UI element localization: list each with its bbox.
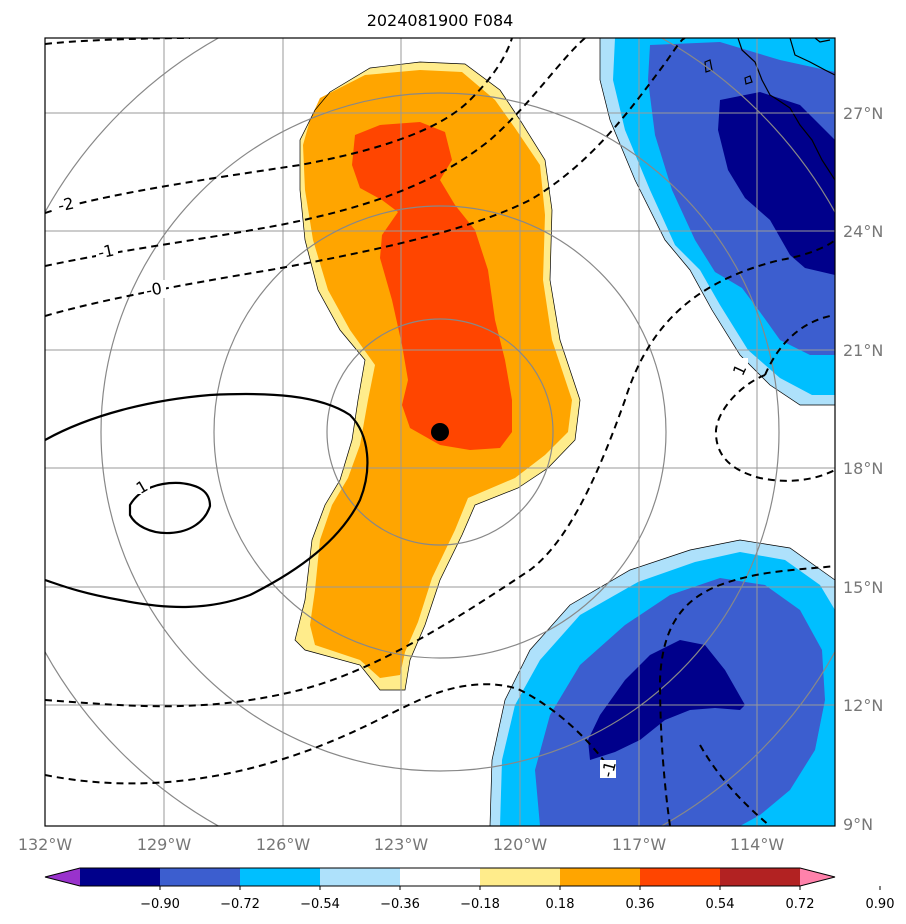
colorbar-segment xyxy=(160,868,241,886)
range-ring-3 xyxy=(100,92,780,772)
anomaly-0.54-fill xyxy=(352,122,512,450)
colorbar-tick-label: 0.72 xyxy=(786,897,815,912)
colorbar-extend-high xyxy=(800,868,835,886)
lat-lon-grid xyxy=(45,38,835,826)
anomaly-neg0.72-se-fill xyxy=(588,640,745,760)
contour-label-neg0: -0 xyxy=(144,279,163,300)
storm-center-marker xyxy=(431,423,449,441)
lat-label-18N: 18°N xyxy=(843,459,883,478)
anomaly-neg0.72-ne-fill xyxy=(718,92,835,275)
lat-label-15N: 15°N xyxy=(843,578,883,597)
colorbar-tick-label: 0.18 xyxy=(546,897,575,912)
colorbar-outline xyxy=(44,867,836,887)
longitude-labels: 132°W 129°W 126°W 123°W 120°W 117°W 114°… xyxy=(18,835,785,854)
range-ring-2 xyxy=(213,205,667,659)
lon-label-129W: 129°W xyxy=(137,835,192,854)
colorbar-tick-label: 0.90 xyxy=(866,897,895,912)
contour-label-bg xyxy=(144,280,166,298)
colorbar-segment xyxy=(80,868,161,886)
colorbar-segment xyxy=(720,868,801,886)
contour-pos1-outer xyxy=(45,392,369,609)
lon-label-132W: 132°W xyxy=(18,835,73,854)
latitude-labels: 27°N 24°N 21°N 18°N 15°N 12°N 9°N xyxy=(843,104,883,834)
colorbar-segment xyxy=(560,868,641,886)
contour-neg1-ring xyxy=(764,314,835,376)
coastline xyxy=(704,38,835,181)
lon-label-126W: 126°W xyxy=(256,835,311,854)
range-rings xyxy=(45,38,835,826)
contour-neg1 xyxy=(45,38,586,267)
lon-label-120W: 120°W xyxy=(493,835,548,854)
figure-title: 2024081900 F084 xyxy=(367,11,514,30)
contour-label-bg xyxy=(732,358,748,376)
gulf-coast xyxy=(814,38,831,43)
contour-neg0 xyxy=(45,38,686,317)
island-outline xyxy=(704,59,713,73)
positive-shading-outline xyxy=(294,61,581,691)
colorbar: −0.90 −0.72 −0.54 −0.36 −0.18 0.18 0.36 0.54 0.7… xyxy=(44,867,895,912)
contour-neg2 xyxy=(45,38,513,214)
colorbar-segment xyxy=(640,868,721,886)
colorbar-tick-label: −0.90 xyxy=(140,897,180,912)
colorbar-tick-label: −0.18 xyxy=(460,897,500,912)
lat-label-27N: 27°N xyxy=(843,104,883,123)
colorbar-tick-label: −0.36 xyxy=(380,897,420,912)
colorbar-tick-label: 0.54 xyxy=(706,897,735,912)
colorbar-segment xyxy=(320,868,401,886)
lon-label-123W: 123°W xyxy=(374,835,429,854)
range-ring-1 xyxy=(326,318,554,546)
contour-label-neg1: -1 xyxy=(96,241,116,263)
contour-neg1-ring-b xyxy=(714,374,835,482)
lat-label-24N: 24°N xyxy=(843,222,883,241)
lon-label-117W: 117°W xyxy=(612,835,667,854)
contour-se-inner-2 xyxy=(699,744,771,826)
colorbar-tick-label: −0.54 xyxy=(300,897,340,912)
contour-label-bg xyxy=(96,242,118,260)
mainland-coastline xyxy=(789,38,835,76)
contour-label-neg2: -2 xyxy=(56,194,76,216)
contour-neg-se2 xyxy=(45,683,606,785)
contour-label-bg xyxy=(55,196,77,214)
lat-label-12N: 12°N xyxy=(843,696,883,715)
contour-pos1-inner xyxy=(128,481,212,535)
negative-anomaly-shading-ne xyxy=(600,38,835,405)
contour-label-bg xyxy=(600,760,616,778)
colorbar-extend-low xyxy=(45,868,80,886)
baja-coastline xyxy=(737,38,835,181)
contour-label-neg1-se: -1 xyxy=(597,759,619,779)
contour-labels: -2 -1 -0 1 1 -1 xyxy=(55,194,750,779)
colorbar-tick-label: −0.72 xyxy=(220,897,260,912)
contour-neg2-top xyxy=(45,38,191,45)
island-outline-2 xyxy=(744,75,753,85)
colorbar-segment xyxy=(400,868,481,886)
solid-contours xyxy=(45,392,369,609)
colorbar-segment xyxy=(240,868,321,886)
map-frame xyxy=(44,37,836,827)
lat-label-9N: 9°N xyxy=(843,815,873,834)
colorbar-tick-label: 0.36 xyxy=(626,897,655,912)
contour-label-bg xyxy=(136,476,150,494)
map-area: -2 -1 -0 1 1 -1 xyxy=(45,38,835,826)
lat-label-21N: 21°N xyxy=(843,341,883,360)
colorbar-segment xyxy=(480,868,561,886)
contour-neg-se1 xyxy=(45,239,835,708)
lon-label-114W: 114°W xyxy=(730,835,785,854)
negative-ne-outline xyxy=(599,38,835,406)
dashed-contours xyxy=(45,38,835,826)
